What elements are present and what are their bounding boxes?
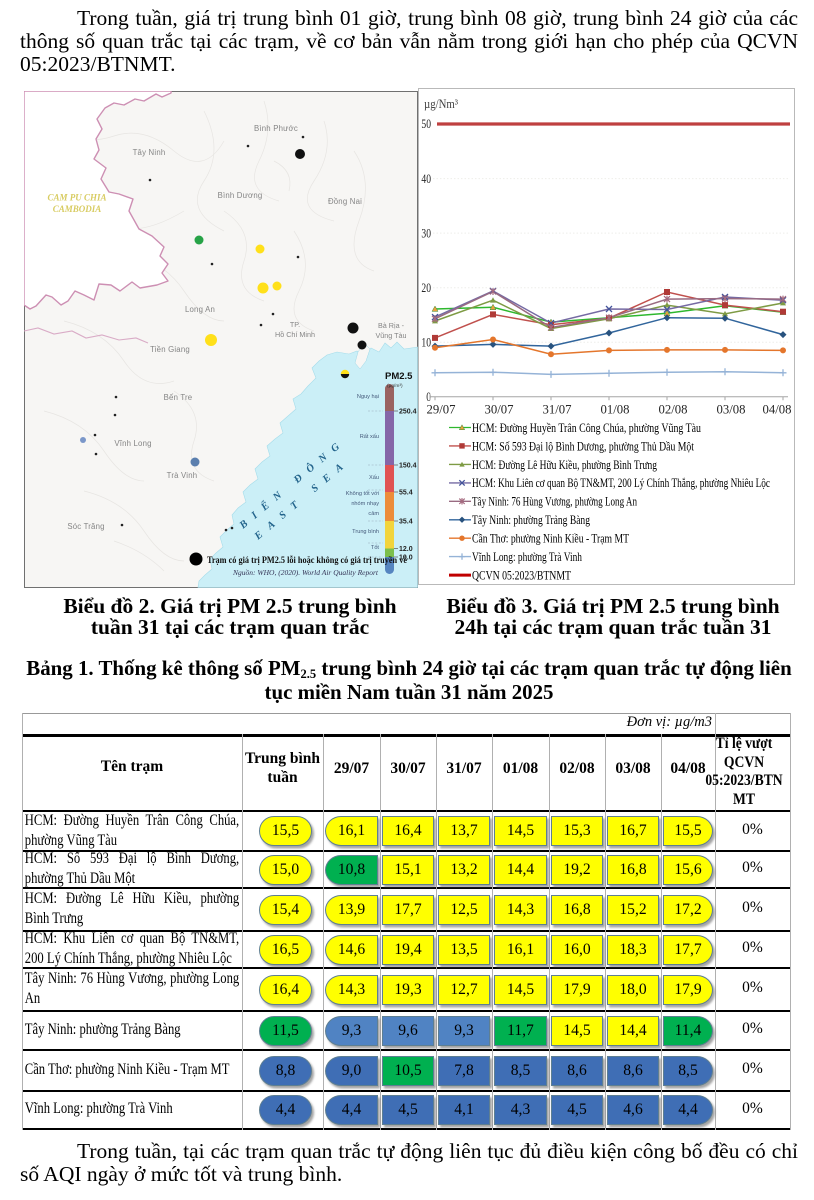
- svg-text:55.4: 55.4: [399, 489, 413, 496]
- svg-text:40: 40: [421, 172, 431, 186]
- svg-text:Trạm có giá trị PM2.5 lỗi hoặc: Trạm có giá trị PM2.5 lỗi hoặc không có …: [207, 555, 407, 566]
- svg-text:(µg/m³): (µg/m³): [387, 383, 403, 389]
- svg-text:Hồ Chí Minh: Hồ Chí Minh: [275, 330, 315, 339]
- svg-text:Vĩnh Long: Vĩnh Long: [114, 439, 151, 448]
- svg-text:PM2.5: PM2.5: [385, 371, 413, 382]
- svg-text:Tây Ninh: phường Trảng Bàng: Tây Ninh: phường Trảng Bàng: [472, 512, 590, 527]
- svg-text:30/07: 30/07: [485, 401, 514, 416]
- svg-text:0: 0: [426, 390, 431, 404]
- svg-text:µg/Nm³: µg/Nm³: [424, 97, 458, 111]
- svg-text:10.0: 10.0: [399, 554, 413, 561]
- svg-text:31/07: 31/07: [543, 401, 572, 416]
- svg-text:Nguồn: WHO, (2020). World Air: Nguồn: WHO, (2020). World Air Quality Re…: [232, 568, 379, 577]
- svg-text:Trung bình: Trung bình: [352, 529, 379, 535]
- svg-text:10: 10: [421, 335, 431, 349]
- svg-text:03/08: 03/08: [717, 401, 746, 416]
- svg-text:Tây Ninh: Tây Ninh: [133, 148, 166, 157]
- svg-text:12.0: 12.0: [399, 546, 413, 553]
- svg-text:Sóc Trăng: Sóc Trăng: [67, 522, 104, 531]
- svg-text:QCVN 05:2023/BTNMT: QCVN 05:2023/BTNMT: [472, 568, 571, 583]
- svg-text:Vĩnh Long: phường Trà Vinh: Vĩnh Long: phường Trà Vinh: [472, 549, 582, 564]
- svg-text:CAMBODIA: CAMBODIA: [53, 204, 102, 214]
- svg-text:01/08: 01/08: [601, 401, 630, 416]
- svg-text:Tây Ninh: 76 Hùng Vương, phườn: Tây Ninh: 76 Hùng Vương, phường Long An: [472, 494, 637, 509]
- svg-text:CAM PU CHIA: CAM PU CHIA: [47, 193, 106, 203]
- svg-text:Trà Vinh: Trà Vinh: [167, 471, 198, 480]
- svg-text:29/07: 29/07: [427, 401, 456, 416]
- svg-text:150.4: 150.4: [399, 462, 417, 469]
- svg-text:20: 20: [421, 281, 431, 295]
- svg-text:cảm: cảm: [368, 511, 379, 517]
- svg-text:Vũng Tàu: Vũng Tàu: [375, 331, 406, 340]
- svg-text:Cần Thơ: phường Ninh Kiều - Tr: Cần Thơ: phường Ninh Kiều - Trạm MT: [472, 531, 629, 546]
- svg-text:Tốt: Tốt: [371, 545, 380, 551]
- svg-text:Đồng Nai: Đồng Nai: [328, 197, 362, 206]
- svg-text:35.4: 35.4: [399, 518, 413, 525]
- svg-text:50: 50: [421, 117, 431, 131]
- svg-text:Long An: Long An: [185, 305, 215, 314]
- svg-text:nhóm nhạy: nhóm nhạy: [351, 501, 379, 507]
- svg-text:Rất xấu: Rất xấu: [360, 434, 379, 440]
- svg-text:HCM: Số 593 Đại lộ Bình Dương,: HCM: Số 593 Đại lộ Bình Dương, phường Th…: [472, 438, 694, 453]
- svg-text:HCM: Khu Liên cơ quan Bộ TN&MT: HCM: Khu Liên cơ quan Bộ TN&MT, 200 Lý C…: [472, 475, 770, 490]
- svg-text:Xấu: Xấu: [369, 475, 379, 481]
- svg-text:02/08: 02/08: [659, 401, 688, 416]
- svg-text:Không tốt với: Không tốt với: [346, 491, 379, 497]
- svg-text:04/08: 04/08: [763, 401, 792, 416]
- svg-text:TP.: TP.: [290, 320, 300, 329]
- svg-text:Nguy hại: Nguy hại: [357, 394, 379, 400]
- svg-text:Tiền Giang: Tiền Giang: [150, 345, 190, 354]
- svg-text:HCM: Đường Huyền Trân Công Chú: HCM: Đường Huyền Trân Công Chúa, phường …: [472, 420, 701, 435]
- svg-text:Bình Phước: Bình Phước: [254, 124, 298, 133]
- svg-text:HCM: Đường Lê Hữu Kiều, phường: HCM: Đường Lê Hữu Kiều, phường Bình Trưn…: [472, 457, 657, 472]
- svg-text:Bến Tre: Bến Tre: [164, 393, 193, 402]
- svg-text:30: 30: [421, 226, 431, 240]
- svg-text:250.4: 250.4: [399, 408, 417, 415]
- svg-text:Bà Rịa -: Bà Rịa -: [378, 321, 405, 330]
- svg-text:Bình Dương: Bình Dương: [218, 191, 263, 200]
